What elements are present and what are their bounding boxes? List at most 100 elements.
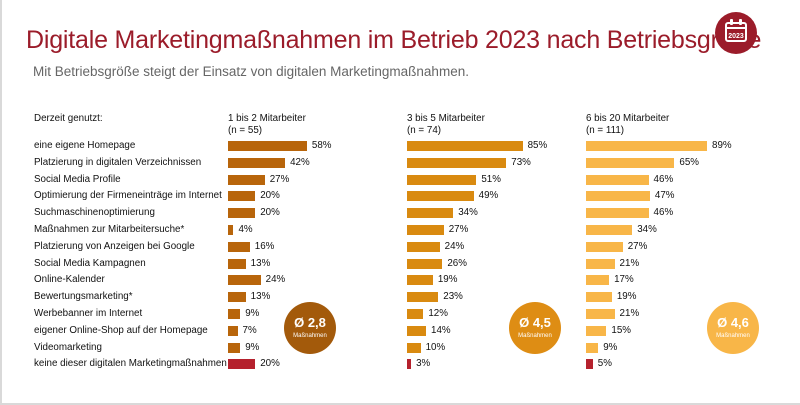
category-label: Online-Kalender bbox=[34, 274, 105, 286]
bar-value: 16% bbox=[254, 240, 275, 252]
bar bbox=[228, 174, 265, 185]
bar bbox=[407, 342, 421, 353]
bar-value: 12% bbox=[428, 308, 448, 319]
row-header: Derzeit genutzt: bbox=[34, 113, 103, 124]
bar-value: 23% bbox=[443, 291, 463, 303]
bar-value: 13% bbox=[250, 291, 271, 303]
category-label: Videomarketing bbox=[34, 341, 102, 353]
bar bbox=[586, 225, 633, 235]
bar-value: 21% bbox=[619, 257, 640, 269]
bar bbox=[407, 309, 424, 319]
bar-value: 27% bbox=[269, 173, 290, 185]
bar bbox=[586, 359, 593, 370]
category-label: eigener Online-Shop auf der Homepage bbox=[34, 324, 208, 336]
bar bbox=[586, 275, 610, 286]
bar-value: 20% bbox=[260, 190, 280, 202]
series-n: (n = 74) bbox=[407, 125, 442, 136]
bar-value: 13% bbox=[250, 257, 271, 269]
bar-value: 9% bbox=[603, 341, 618, 353]
bar bbox=[228, 258, 246, 269]
bar-value: 24% bbox=[265, 274, 286, 286]
bar bbox=[407, 275, 433, 286]
bar bbox=[407, 225, 444, 235]
bar bbox=[586, 325, 607, 336]
bar-value: 26% bbox=[447, 257, 467, 269]
bar-value: 17% bbox=[614, 274, 634, 286]
bar bbox=[228, 191, 256, 202]
bar-value: 89% bbox=[712, 140, 732, 151]
chart-title: Digitale Marketingmaßnahmen im Betrieb 2… bbox=[26, 26, 762, 54]
bar-value: 27% bbox=[448, 224, 469, 235]
chart-subtitle: Mit Betriebsgröße steigt der Einsatz von… bbox=[33, 64, 469, 79]
category-label: Maßnahmen zur Mitarbeitersuche* bbox=[34, 224, 185, 235]
bar-value: 34% bbox=[458, 207, 478, 219]
category-label: eine eigene Homepage bbox=[34, 140, 136, 151]
series-n: (n = 55) bbox=[228, 125, 263, 136]
bar-value: 7% bbox=[242, 324, 257, 336]
bar-value: 34% bbox=[637, 224, 657, 235]
bar bbox=[586, 292, 612, 303]
category-label: Optimierung der Firmeneinträge im Intern… bbox=[34, 190, 222, 202]
average-value: Ø 4,5 bbox=[519, 315, 551, 330]
average-badge: Ø 4,6 Maßnahmen bbox=[707, 302, 759, 354]
average-value: Ø 4,6 bbox=[717, 315, 749, 330]
bar-value: 21% bbox=[619, 308, 640, 319]
bar bbox=[228, 275, 261, 286]
series-n: (n = 111) bbox=[586, 125, 625, 136]
category-label: Bewertungsmarketing* bbox=[34, 291, 133, 303]
bar-value: 19% bbox=[437, 274, 458, 286]
category-label: Suchmaschinenoptimierung bbox=[34, 207, 155, 219]
series-name: 3 bis 5 Mitarbeiter bbox=[407, 113, 485, 124]
calendar-ring-left bbox=[730, 19, 733, 25]
bar bbox=[407, 359, 412, 370]
bar bbox=[586, 208, 649, 219]
bar bbox=[228, 292, 246, 303]
bar-value: 4% bbox=[238, 224, 253, 235]
bar-value: 5% bbox=[597, 358, 612, 370]
bar bbox=[407, 241, 440, 252]
bar bbox=[586, 174, 649, 185]
bar-value: 20% bbox=[260, 207, 280, 219]
bar-value: 14% bbox=[431, 324, 451, 336]
bar bbox=[407, 191, 474, 202]
bar-value: 9% bbox=[245, 308, 260, 319]
bar-value: 19% bbox=[616, 291, 637, 303]
badge-year: 2023 bbox=[728, 33, 744, 40]
bar bbox=[407, 174, 477, 185]
bar-value: 3% bbox=[416, 358, 431, 370]
average-label: Maßnahmen bbox=[716, 333, 750, 339]
bar bbox=[586, 258, 615, 269]
bar bbox=[228, 309, 241, 319]
bar bbox=[586, 157, 675, 168]
bar-value: 42% bbox=[290, 156, 310, 168]
average-label: Maßnahmen bbox=[518, 333, 552, 339]
bar bbox=[586, 241, 623, 252]
bar-value: 20% bbox=[260, 358, 280, 370]
bar bbox=[228, 241, 250, 252]
bar-value: 49% bbox=[478, 190, 499, 202]
calendar-ring-right bbox=[739, 19, 742, 25]
bar bbox=[228, 208, 256, 219]
bar bbox=[407, 258, 443, 269]
bar bbox=[586, 191, 650, 202]
bar-value: 51% bbox=[481, 173, 501, 185]
bar-value: 10% bbox=[425, 341, 446, 353]
category-label: Werbebanner im Internet bbox=[34, 308, 143, 319]
bar-value: 9% bbox=[245, 341, 260, 353]
category-label: Social Media Kampagnen bbox=[34, 257, 146, 269]
category-label: Platzierung in digitalen Verzeichnissen bbox=[34, 156, 202, 168]
bar-value: 73% bbox=[511, 156, 531, 168]
category-label: keine dieser digitalen Marketingmaßnahme… bbox=[34, 358, 227, 370]
bar bbox=[228, 157, 286, 168]
bar bbox=[586, 141, 708, 151]
bar bbox=[407, 157, 507, 168]
average-value: Ø 2,8 bbox=[294, 315, 326, 330]
bar bbox=[407, 292, 439, 303]
bar-value: 47% bbox=[654, 190, 675, 202]
bar bbox=[586, 309, 615, 319]
bar bbox=[228, 141, 307, 151]
bar-value: 85% bbox=[527, 140, 548, 151]
bar-value: 46% bbox=[653, 207, 674, 219]
calendar-badge: 2023 bbox=[715, 12, 757, 54]
